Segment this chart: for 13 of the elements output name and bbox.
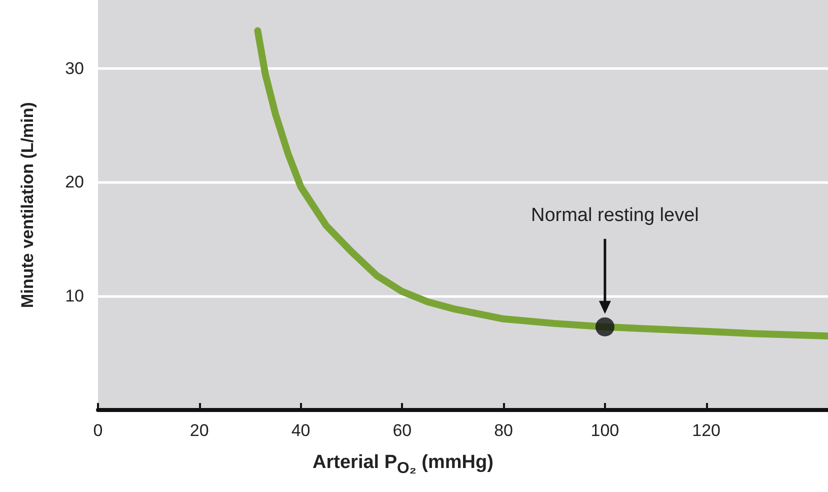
x-axis-title: Arterial P$_{O₂}$ (mmHg) (312, 452, 494, 478)
x-tick-label: 20 (190, 421, 209, 440)
x-tick-label: 100 (590, 421, 620, 440)
y-tick-label: 30 (65, 58, 84, 78)
annotation: Normal resting level (530, 204, 699, 227)
x-tick-label: 60 (392, 421, 412, 440)
x-tick-label: 0 (93, 421, 103, 440)
x-tick-label: 40 (291, 421, 310, 440)
x-tick-label: 120 (692, 421, 721, 440)
y-tick-label: 20 (65, 172, 84, 192)
y-tick-label: 10 (65, 286, 84, 306)
y-axis-title: Minute ventilation (L/min) (18, 102, 37, 308)
x-tick-label: 80 (494, 421, 514, 440)
